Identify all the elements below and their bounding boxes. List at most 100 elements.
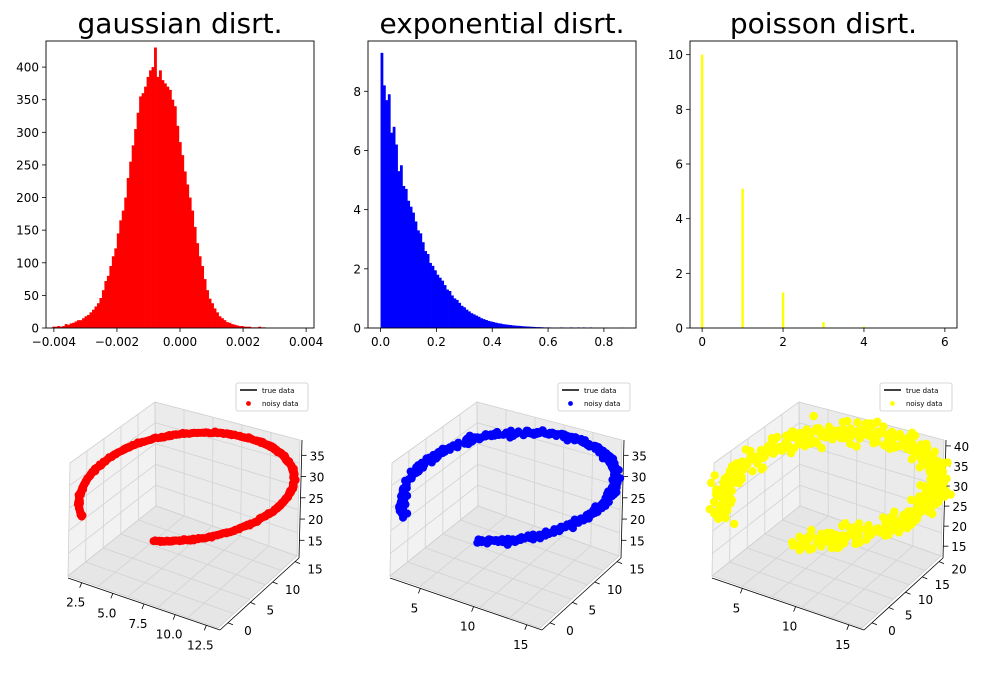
poisson-x-tick-mark bbox=[793, 606, 796, 612]
poisson-bar bbox=[862, 326, 866, 328]
exponential-grid-line bbox=[477, 422, 622, 464]
poisson-y-tick-label: 20 bbox=[951, 563, 966, 577]
gaussian-grid-line bbox=[103, 547, 250, 600]
poisson-scatter-point bbox=[706, 478, 716, 488]
exponential-bar bbox=[385, 100, 389, 329]
exponential-bar bbox=[533, 326, 537, 328]
gaussian-bar bbox=[183, 171, 187, 328]
gaussian-bar bbox=[82, 318, 85, 328]
gaussian-bar bbox=[186, 184, 190, 328]
poisson-x-tick-mark bbox=[740, 588, 743, 594]
exponential-bar bbox=[492, 322, 496, 328]
exponential-x-tick-label: 0.8 bbox=[594, 335, 613, 349]
exponential-bar bbox=[463, 307, 466, 328]
gaussian-legend-noisy-label: noisy data bbox=[262, 400, 298, 408]
exponential-y-tick-label: 2 bbox=[353, 262, 361, 276]
gaussian-bar bbox=[245, 326, 249, 328]
exponential-grid-line bbox=[390, 484, 479, 554]
gaussian-x-tick-label: 0.004 bbox=[289, 335, 323, 349]
poisson-scatter-point bbox=[835, 539, 844, 548]
poisson-grid-line bbox=[729, 561, 878, 614]
gaussian-bar bbox=[54, 326, 58, 328]
exponential-y-tick-label: 0 bbox=[566, 624, 574, 638]
exponential-bar bbox=[460, 305, 464, 328]
exponential-bar bbox=[453, 298, 457, 328]
poisson-legend: true data noisy data bbox=[879, 382, 953, 412]
poisson-z-tick-label: 20 bbox=[952, 520, 967, 534]
poisson-scatter-point bbox=[794, 439, 803, 449]
exponential-bar bbox=[482, 319, 486, 328]
gaussian-y-tick-label: 15 bbox=[307, 563, 322, 577]
poisson-scatter-point bbox=[916, 481, 925, 490]
exponential-bar bbox=[516, 325, 520, 328]
exponential-x-tick-label: 0.2 bbox=[427, 335, 446, 349]
poisson-x-tick-label: 4 bbox=[860, 335, 868, 349]
gaussian-bar bbox=[233, 324, 237, 328]
exponential-bar bbox=[487, 320, 491, 328]
poisson-x-tick-label: 6 bbox=[941, 335, 949, 349]
gaussian-bar bbox=[216, 312, 219, 328]
poisson-scatter-point bbox=[866, 422, 875, 431]
exponential-bar bbox=[380, 52, 384, 329]
gaussian-bar bbox=[131, 145, 135, 328]
exponential-bar bbox=[455, 299, 459, 328]
gaussian-bar bbox=[154, 47, 157, 329]
exponential-bar bbox=[465, 309, 469, 328]
gaussian-bar bbox=[99, 298, 103, 328]
gaussian-z-axis-line bbox=[298, 439, 303, 559]
poisson-y-tick-label: 0 bbox=[675, 322, 683, 336]
gaussian-bar bbox=[168, 89, 172, 328]
poisson-scatter-point bbox=[942, 474, 951, 483]
poisson-scatter-point bbox=[937, 466, 946, 475]
poisson-y-tick-mark bbox=[871, 622, 878, 626]
poisson-scatter-point bbox=[786, 449, 796, 458]
gaussian-x-tick-label: 2.5 bbox=[66, 596, 85, 610]
exponential-x-tick-mark bbox=[471, 606, 474, 612]
gaussian-bar bbox=[134, 129, 138, 328]
gaussian-bar bbox=[59, 326, 63, 328]
gaussian-bar bbox=[163, 83, 167, 329]
exponential-bar bbox=[485, 320, 488, 328]
gaussian-y-tick-label: 200 bbox=[16, 191, 39, 205]
gaussian-bar bbox=[228, 322, 232, 328]
gaussian-bar bbox=[67, 324, 71, 328]
exponential-scatter-point bbox=[501, 537, 510, 546]
exponential-bar bbox=[382, 85, 386, 328]
exponential-bar bbox=[502, 324, 505, 328]
exponential-bar bbox=[494, 322, 498, 328]
gaussian-y-tick-label: 0 bbox=[31, 322, 39, 336]
gaussian-bar bbox=[116, 233, 120, 328]
poisson-scatter-point bbox=[784, 441, 793, 450]
gaussian-x-tick-mark bbox=[110, 593, 114, 599]
exponential-grid-line bbox=[477, 464, 621, 510]
exponential-bar bbox=[526, 326, 530, 328]
poisson-scatter-point bbox=[915, 463, 924, 472]
exponential-y-axis-line bbox=[541, 557, 622, 631]
gaussian-x-tick-label: 7.5 bbox=[128, 617, 147, 631]
poisson-legend-noisy-marker bbox=[890, 401, 895, 406]
poisson-scatter-point bbox=[943, 458, 952, 467]
poisson-bar bbox=[822, 321, 825, 328]
gaussian-bar bbox=[111, 256, 115, 328]
gaussian-bar bbox=[121, 210, 125, 328]
poisson-grid-line bbox=[799, 484, 942, 534]
gaussian-bar bbox=[156, 76, 160, 329]
poisson-scatter-point bbox=[932, 499, 941, 509]
poisson-x-tick-mark bbox=[846, 624, 850, 630]
exponential-scatter-point bbox=[465, 431, 474, 440]
poisson-scatter-point bbox=[734, 475, 743, 484]
poisson-scatter-point bbox=[705, 505, 714, 514]
gaussian-bar bbox=[171, 99, 175, 328]
poisson-scatter-point bbox=[766, 442, 775, 451]
exponential-bar bbox=[521, 326, 525, 328]
poisson-scatter-point bbox=[737, 457, 747, 466]
exponential-bar bbox=[472, 314, 476, 328]
poisson-scatter-point bbox=[913, 510, 923, 519]
gaussian-grid-line bbox=[268, 432, 272, 547]
poisson-title: poisson disrt. bbox=[730, 7, 917, 40]
gaussian-title: gaussian disrt. bbox=[78, 7, 283, 40]
gaussian-bar bbox=[96, 303, 100, 328]
poisson-scatter-point bbox=[773, 432, 782, 442]
gaussian-bar bbox=[144, 86, 147, 328]
